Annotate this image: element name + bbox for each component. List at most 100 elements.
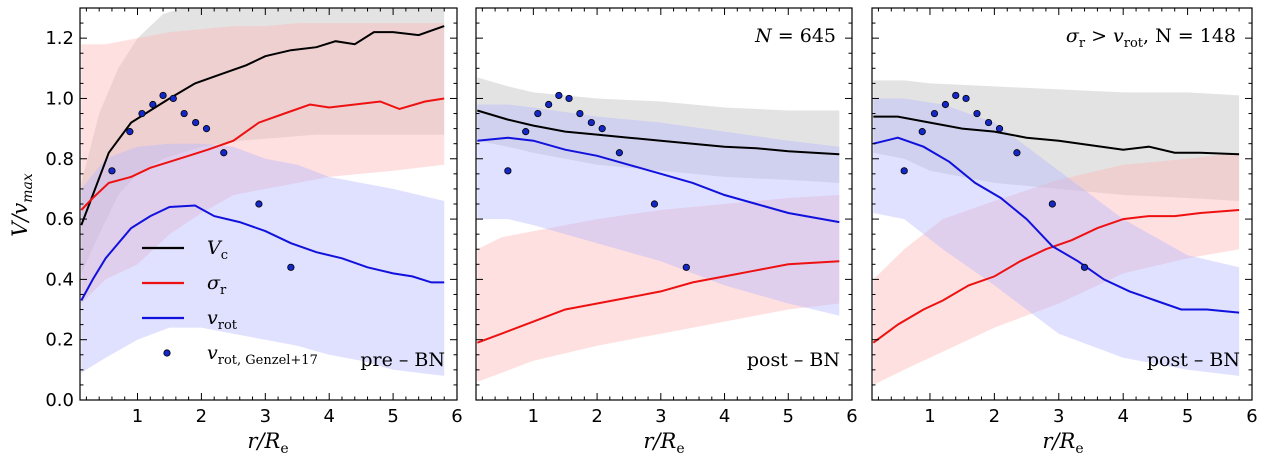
genzel-point-7-panel-2 (576, 109, 584, 118)
legend-main-Vc: V (207, 237, 223, 259)
annotation-bottom-panel-2: post – BN (747, 349, 840, 371)
legend-label-v_rot: vrot (207, 307, 238, 333)
genzel-point-2-panel-2 (522, 128, 530, 136)
x-tick-label-4-panel-2: 4 (719, 406, 730, 427)
band-sigma_r-panel-1 (81, 23, 445, 304)
y-axis-label-main: V/v (8, 203, 32, 237)
x-tick-label-4-panel-3: 4 (1117, 406, 1128, 427)
annot-sigma: σ (1066, 25, 1080, 47)
legend-sub-Vc: c (221, 248, 228, 263)
y-tick-label-1: 0.2 (45, 330, 74, 351)
annot-v: v (1113, 25, 1124, 47)
line-sigma_r-panel-1 (80, 97, 445, 211)
band-v_rot-panel-2 (477, 104, 840, 316)
genzel-point-7-panel-1 (180, 109, 188, 118)
x-tick-label-3-panel-3: 3 (1053, 406, 1064, 427)
y-tick-label-2: 0.4 (45, 269, 74, 290)
panel-1-plot-area (80, 8, 445, 376)
line-Vc-panel-3 (873, 115, 1240, 156)
panel-2-plot-area (476, 77, 840, 382)
band-sigma_r-panel-2 (477, 195, 840, 382)
annot-sigma-sub: r (1079, 36, 1086, 51)
genzel-point-3-panel-2 (534, 109, 542, 118)
genzel-point-1-panel-1 (108, 167, 116, 175)
genzel-point-8-panel-2 (587, 118, 595, 127)
line-v_rot-panel-3 (873, 136, 1240, 314)
genzel-point-3-panel-3 (930, 109, 939, 118)
annot-n: , N = 148 (1143, 25, 1236, 47)
line-sigma_r-panel-2 (476, 260, 840, 344)
x-tick-label-6-panel-2: 6 (846, 406, 857, 427)
x-tick-label-3-panel-1: 3 (260, 406, 271, 427)
legend-sub-genzel: rot, Genzel+17 (218, 353, 318, 368)
band-v_rot-panel-3 (873, 98, 1240, 376)
line-Vc-panel-1 (80, 25, 445, 226)
legend-label-genzel: vrot, Genzel+17 (207, 342, 318, 368)
x-tick-label-6-panel-1: 6 (451, 406, 462, 427)
x-tick-label-2-panel-3: 2 (989, 406, 1000, 427)
x-tick-label-1-panel-2: 1 (528, 406, 539, 427)
genzel-point-7-panel-3 (973, 109, 981, 118)
annot-n-val: = 645 (772, 25, 836, 47)
genzel-point-1-panel-2 (504, 167, 512, 175)
x-tick-label-1-panel-1: 1 (132, 406, 143, 427)
x-tick-label-2-panel-2: 2 (591, 406, 602, 427)
y-tick-label-0: 0.0 (45, 390, 74, 411)
genzel-point-4-panel-3 (941, 100, 950, 109)
x-tick-label-5-panel-1: 5 (387, 406, 398, 427)
legend-sub-v_rot: rot (218, 318, 238, 333)
line-v_rot-panel-2 (477, 136, 840, 224)
band-Vc-panel-1 (81, 8, 445, 274)
annotation-top-panel-3: σr > vrot, N = 148 (1066, 25, 1236, 51)
genzel-point-6-panel-1 (169, 94, 177, 103)
x-axis-label-1: r/Re (247, 429, 288, 457)
annotation-top-panel-2: N = 645 (754, 25, 836, 47)
genzel-point-2-panel-3 (918, 128, 926, 136)
annot-v-sub: rot (1124, 36, 1144, 51)
y-tick-label-5: 1.0 (45, 88, 74, 109)
panel-3-plot-area (872, 80, 1240, 385)
legend-label-sigma_r: σr (207, 272, 227, 298)
band-v_rot-panel-1 (81, 143, 445, 376)
genzel-point-10-panel-2 (615, 149, 623, 157)
legend-main-v_rot: v (207, 307, 218, 329)
genzel-point-4-panel-1 (149, 100, 157, 109)
genzel-point-3-panel-1 (138, 109, 146, 118)
x-tick-label-6-panel-3: 6 (1246, 406, 1257, 427)
band-Vc-panel-2 (477, 77, 840, 183)
legend-label-Vc: Vc (207, 237, 228, 263)
genzel-point-8-panel-3 (984, 118, 993, 127)
genzel-point-4-panel-2 (545, 100, 553, 109)
genzel-point-12-panel-3 (1080, 263, 1089, 271)
line-sigma_r-panel-3 (872, 209, 1240, 344)
x-axis-label-3: r/Re (1042, 429, 1083, 457)
genzel-point-5-panel-3 (952, 91, 960, 100)
x-axis-label-2: r/Re (643, 429, 684, 457)
genzel-point-11-panel-3 (1048, 200, 1056, 208)
band-sigma_r-panel-3 (873, 152, 1240, 385)
genzel-point-11-panel-1 (255, 200, 263, 208)
x-tick-label-1-panel-3: 1 (924, 406, 935, 427)
genzel-point-9-panel-3 (995, 125, 1004, 133)
genzel-point-10-panel-3 (1013, 149, 1021, 157)
legend-sub-sigma_r: r (220, 283, 227, 298)
genzel-point-6-panel-2 (565, 94, 573, 103)
x-tick-label-2-panel-1: 2 (196, 406, 207, 427)
genzel-point-6-panel-3 (962, 94, 970, 103)
annotation-bottom-panel-3: post – BN (1147, 349, 1240, 371)
panel-3: 1 2 3 4 5 6 post – BN σr > vrot, N = 148 (871, 7, 1258, 427)
legend-main-genzel: v (207, 342, 218, 364)
y-axis-label: V/vmax (8, 173, 36, 237)
legend-marker-genzel (163, 349, 171, 357)
genzel-point-5-panel-1 (159, 91, 167, 100)
line-Vc-panel-2 (477, 109, 840, 156)
genzel-point-10-panel-1 (220, 149, 228, 157)
genzel-point-2-panel-1 (126, 128, 134, 136)
annot-gt: > (1085, 25, 1113, 47)
genzel-point-11-panel-2 (650, 200, 659, 208)
annot-n-italic: N (754, 25, 773, 47)
genzel-point-12-panel-2 (682, 263, 690, 271)
x-tick-label-3-panel-2: 3 (655, 406, 666, 427)
